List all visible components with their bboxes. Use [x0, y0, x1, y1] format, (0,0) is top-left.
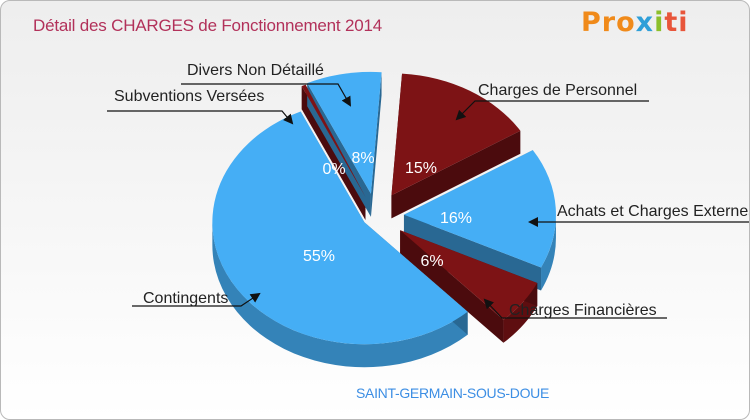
pie-side-achats-et-charges-externes	[541, 214, 556, 291]
pie-side-contingents	[212, 222, 468, 368]
pie-slice-charges-de-personnel[interactable]	[391, 73, 521, 196]
pie-slice-divers-non-detaille[interactable]	[307, 71, 382, 194]
chart-title: Détail des CHARGES de Fonctionnement 201…	[33, 16, 382, 35]
pct-label-contingents: 55%	[303, 248, 335, 265]
leader-line-contingents	[132, 292, 261, 307]
pie-slice-subventions-versees[interactable]	[301, 84, 366, 197]
category-label-charges-financieres: Charges Financières	[509, 302, 657, 319]
leader-line-charges-de-personnel	[455, 100, 649, 121]
leader-line-divers-non-detaille	[181, 83, 351, 107]
pct-label-achats-et-charges-externes: 16%	[440, 210, 472, 227]
proxiti-logo[interactable]: Proxiti	[581, 7, 689, 38]
pct-label-charges-de-personnel: 15%	[405, 160, 437, 177]
pie-slice-achats-et-charges-externes[interactable]	[403, 150, 556, 268]
category-label-charges-de-personnel: Charges de Personnel	[478, 82, 637, 99]
pie-edge-divers-non-detaille-1	[370, 72, 382, 217]
pie-edge-charges-de-personnel-1	[391, 130, 521, 219]
pie-slice-charges-financieres[interactable]	[400, 230, 538, 320]
category-label-contingents: Contingents	[143, 290, 228, 307]
leader-line-subventions-versees	[107, 110, 294, 125]
category-label-achats-et-charges-externes: Achats et Charges Externes	[557, 203, 750, 220]
pie-slice-contingents[interactable]	[212, 111, 468, 345]
category-label-subventions-versees: Subventions Versées	[114, 88, 264, 105]
pct-label-charges-financieres: 6%	[420, 253, 443, 270]
pct-label-divers-non-detaille: 8%	[351, 150, 374, 167]
pie-edge-charges-financieres-1	[400, 230, 504, 343]
commune-name: SAINT-GERMAIN-SOUS-DOUE	[356, 385, 550, 401]
category-label-divers-non-detaille: Divers Non Détaillé	[187, 62, 324, 79]
pct-label-subventions-versees: 0%	[322, 161, 345, 178]
leader-line-charges-financieres	[483, 298, 667, 319]
